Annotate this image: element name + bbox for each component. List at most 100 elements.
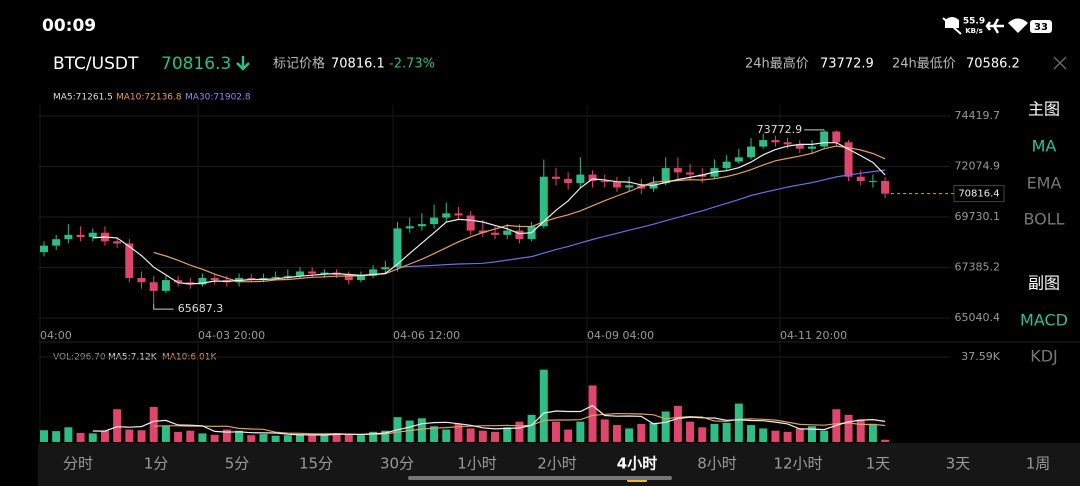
volume-bar [308,435,317,442]
timeframe-tab[interactable]: 30分 [380,455,414,473]
main-option[interactable]: BOLL [1023,210,1064,229]
timeframe-tab[interactable]: 4小时 [617,455,657,473]
volume-bar [698,427,707,442]
volume-bar [527,414,536,442]
candle-body [308,271,317,274]
sub-option[interactable]: MACD [1020,311,1068,330]
candle-body [393,228,402,268]
sub-title: 副图 [1028,274,1060,293]
volume-bar [369,431,378,442]
close-button[interactable] [1053,56,1067,70]
volume-bar [637,423,646,442]
volume-bar [503,427,512,442]
volume-bar [283,435,292,442]
ma10-legend: MA10:72136.8 [116,93,182,103]
last-price-tag: 70816.4 [958,189,999,200]
y-tick-label: 69730.1 [955,210,1001,223]
volume-bar [795,428,804,442]
mark-price: 70816.1 [331,57,385,72]
volume-bar [295,434,304,442]
net-unit: KB/s [965,27,982,35]
candle-body [539,176,548,227]
timeframe-tab[interactable]: 1小时 [457,455,497,473]
ma5-legend: MA5:71261.5 [53,93,113,103]
candle-body [320,272,329,274]
candle-body [771,140,780,143]
volume-bar [113,409,122,442]
volume-bar [807,426,816,442]
x-tick-label: 04-03 20:00 [198,329,265,342]
high-label: 24h最高价 [745,56,809,72]
volume-bar [820,430,829,442]
candle-body [174,280,183,283]
airplane-icon [985,18,1004,34]
x-tick-label: 04:00 [40,329,72,342]
volume-bar [381,430,390,442]
main-option[interactable]: EMA [1027,174,1062,193]
volume-bar [454,423,463,442]
candle-body [576,174,585,184]
candle-body [478,230,487,233]
candle-body [832,131,841,143]
volume-bar [442,429,451,442]
volume-bar [76,432,85,442]
candle-body [503,230,512,235]
candle-body [186,282,195,285]
candle-body [551,176,560,179]
candle-body [430,217,439,225]
candle-body [856,176,865,182]
last-price-box [953,185,1005,203]
candle-body [369,269,378,276]
candle-body [759,140,768,147]
y-tick-label: 74419.7 [955,109,1001,122]
candle-body [795,144,804,149]
sub-option[interactable]: KDJ [1030,347,1058,366]
timeframe-tab[interactable]: 8小时 [697,455,737,473]
volume-bar [747,425,756,442]
status-time: 00:09 [42,16,96,36]
timeframe-tab[interactable]: 2小时 [537,455,577,473]
timeframe-tab[interactable]: 12小时 [773,455,822,473]
volume-bar [430,426,439,442]
volume-bar [722,422,731,442]
candle-body [52,239,61,246]
volume-bar [491,431,500,442]
candle-body [356,275,365,281]
timeframe-tab[interactable]: 分时 [63,455,93,473]
timeframe-tab[interactable]: 15分 [299,455,333,473]
main-option[interactable]: MA [1032,137,1057,156]
y-tick-label: 67385.2 [955,261,1001,274]
candle-body [661,168,670,184]
x-tick-label: 04-09 04:00 [587,329,654,342]
pair[interactable]: BTC/USDT [53,54,139,74]
volume-bar [247,435,256,442]
volume-bar [551,421,560,442]
volume-bar [844,414,853,442]
timeframe-tab[interactable]: 5分 [225,455,250,473]
volume-bar [759,428,768,442]
volume-bar [856,419,865,442]
timeframe-tab[interactable]: 1天 [866,455,891,473]
timeframe-tab[interactable]: 1分 [144,455,169,473]
candle-body [40,245,48,253]
volume-bar [52,431,61,442]
timeframe-tab[interactable]: 3天 [946,455,971,473]
high: 73772.9 [820,57,874,72]
timeframe-tab[interactable]: 1周 [1026,455,1051,473]
down-arrow [236,56,250,71]
volume-bar [259,434,268,442]
battery-icon [1030,20,1052,33]
volume-bar [405,420,414,442]
volume-bar [88,433,97,442]
candle-body [515,230,524,240]
min-pointer [153,304,174,310]
vol-ma5-line [92,404,886,436]
ma10-line [153,145,886,283]
candle-body [612,182,621,188]
battery-level: 33 [1034,22,1048,33]
y-tick-label: 65040.4 [955,311,1001,324]
main-title: 主图 [1028,100,1060,119]
candle-body [259,277,268,280]
volume-bar [600,419,609,442]
